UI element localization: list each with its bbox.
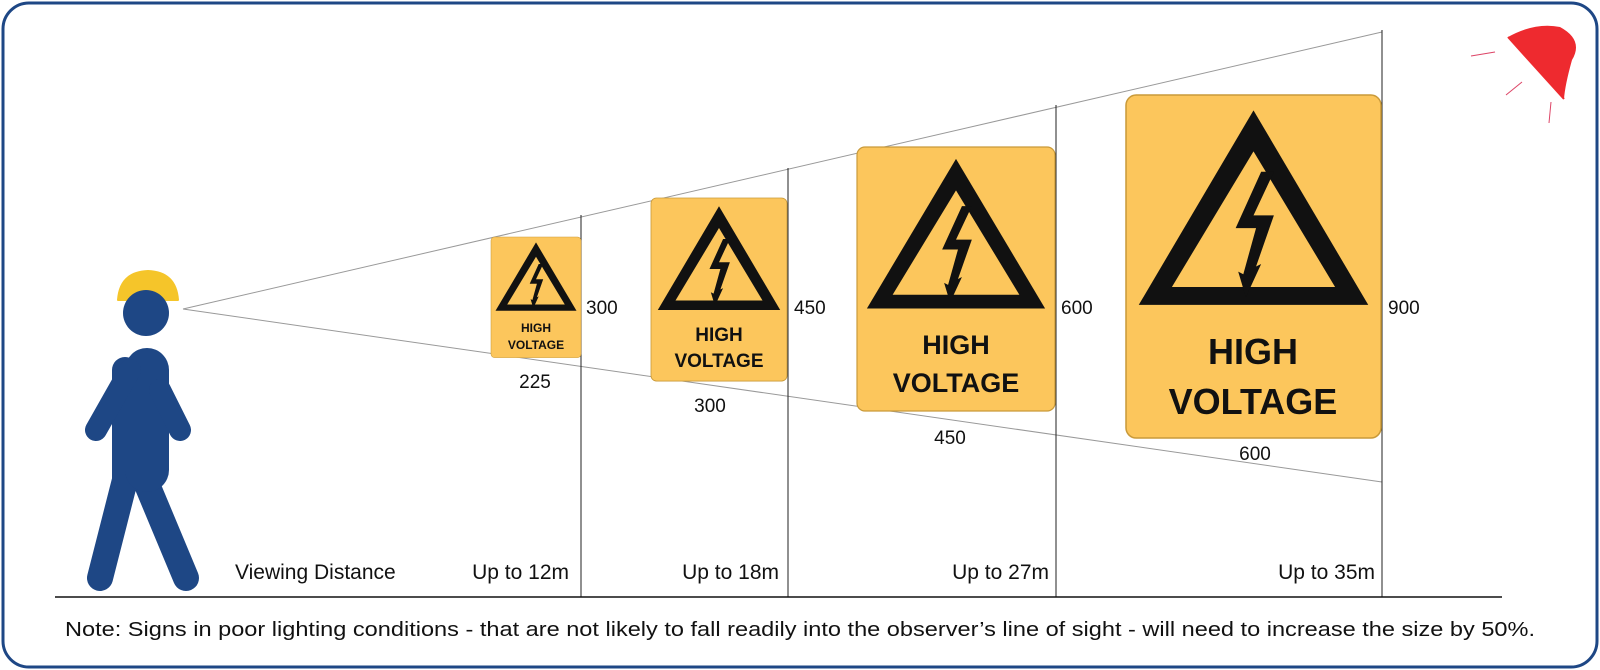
red-light-icon: [1470, 25, 1576, 124]
distance-2: Up to 18m: [682, 561, 779, 584]
sign-4-width: 600: [1239, 444, 1271, 465]
sign-2-line1: HIGH: [695, 325, 743, 346]
sign-4-height: 900: [1388, 298, 1420, 319]
sign-1-width: 225: [519, 372, 551, 393]
sight-line-lower: [182, 308, 1383, 483]
walking-worker-icon: [85, 270, 199, 591]
sign-4-line2: VOLTAGE: [1169, 381, 1338, 422]
sign-1-line2: VOLTAGE: [508, 338, 564, 352]
sign-2-height: 450: [794, 298, 826, 319]
sign-1-line1: HIGH: [521, 321, 551, 335]
distance-4: Up to 35m: [1278, 561, 1375, 584]
sign-4-line1: HIGH: [1208, 331, 1298, 372]
sign-3-width: 450: [934, 428, 966, 449]
sight-line-upper: [182, 31, 1383, 310]
note-text: Note: Signs in poor lighting conditions …: [65, 619, 1535, 641]
sign-1-height: 300: [586, 298, 618, 319]
distance-3: Up to 27m: [952, 561, 1049, 584]
sign-3-height: 600: [1061, 298, 1093, 319]
sign-2-width: 300: [694, 396, 726, 417]
distance-1: Up to 12m: [472, 561, 569, 584]
viewing-distance-label: Viewing Distance: [235, 561, 396, 584]
sign-3-line1: HIGH: [922, 330, 990, 360]
sign-2-line2: VOLTAGE: [674, 351, 763, 372]
sign-3-line2: VOLTAGE: [893, 368, 1020, 398]
